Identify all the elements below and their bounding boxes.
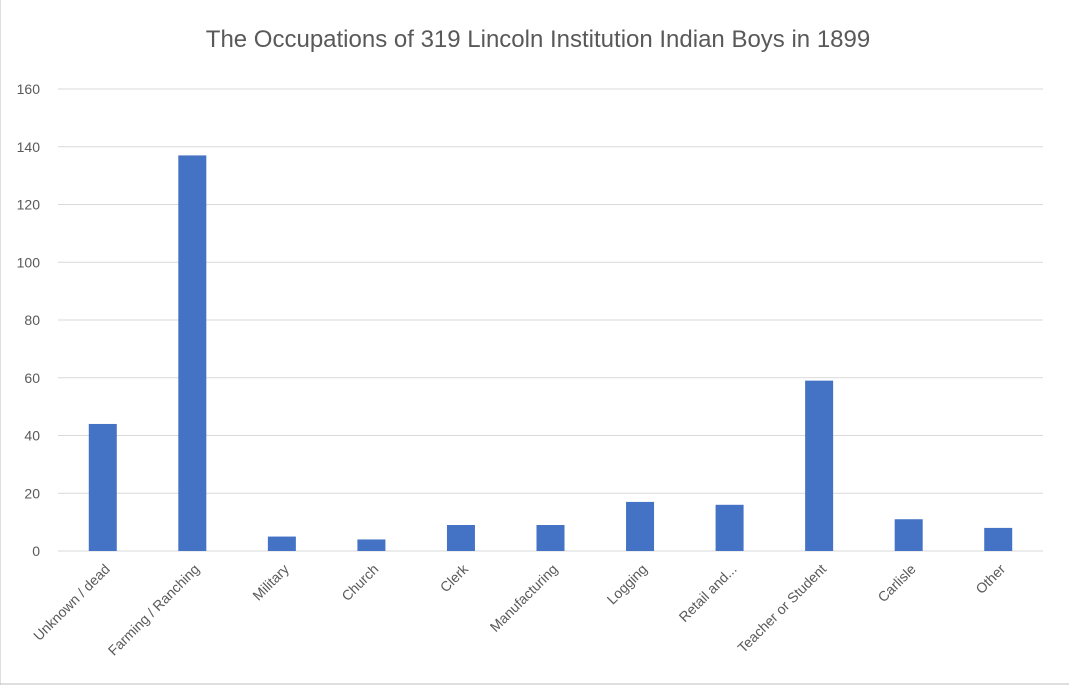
y-axis-tick-labels: 0 20 40 60 80 100 120 140 160	[17, 81, 41, 559]
y-tick-label: 100	[17, 254, 41, 270]
x-tick-label: Clerk	[437, 560, 472, 595]
bar	[357, 539, 386, 551]
x-tick-label: Manufacturing	[487, 561, 561, 635]
bar	[446, 525, 475, 551]
y-tick-label: 0	[32, 543, 40, 559]
chart-title: The Occupations of 319 Lincoln Instituti…	[206, 26, 870, 53]
y-tick-label: 140	[17, 139, 41, 155]
bar	[805, 380, 834, 551]
x-tick-label: Military	[249, 561, 292, 604]
x-tick-label: Farming / Ranching	[105, 561, 203, 659]
x-tick-label: Unknown / dead	[30, 561, 113, 644]
y-tick-label: 160	[17, 81, 41, 97]
gridlines	[58, 88, 1043, 552]
x-tick-label: Logging	[604, 561, 651, 608]
x-tick-label: Other	[972, 561, 1008, 597]
y-tick-label: 80	[24, 312, 40, 328]
bar	[88, 423, 117, 551]
y-tick-label: 120	[17, 197, 41, 213]
x-tick-label: Retail and...	[676, 561, 740, 625]
y-tick-label: 40	[24, 428, 40, 444]
x-tick-label: Church	[338, 561, 381, 604]
x-tick-label: Teacher or Student	[734, 561, 829, 656]
bar	[267, 536, 296, 551]
bar	[626, 501, 655, 551]
bar	[984, 527, 1013, 551]
bar	[536, 525, 565, 551]
bar	[178, 155, 207, 551]
y-tick-label: 20	[24, 485, 40, 501]
x-tick-label: Carlisle	[874, 561, 918, 605]
bar	[715, 504, 744, 551]
bars	[88, 155, 1013, 551]
y-tick-label: 60	[24, 370, 40, 386]
bar	[894, 519, 923, 551]
